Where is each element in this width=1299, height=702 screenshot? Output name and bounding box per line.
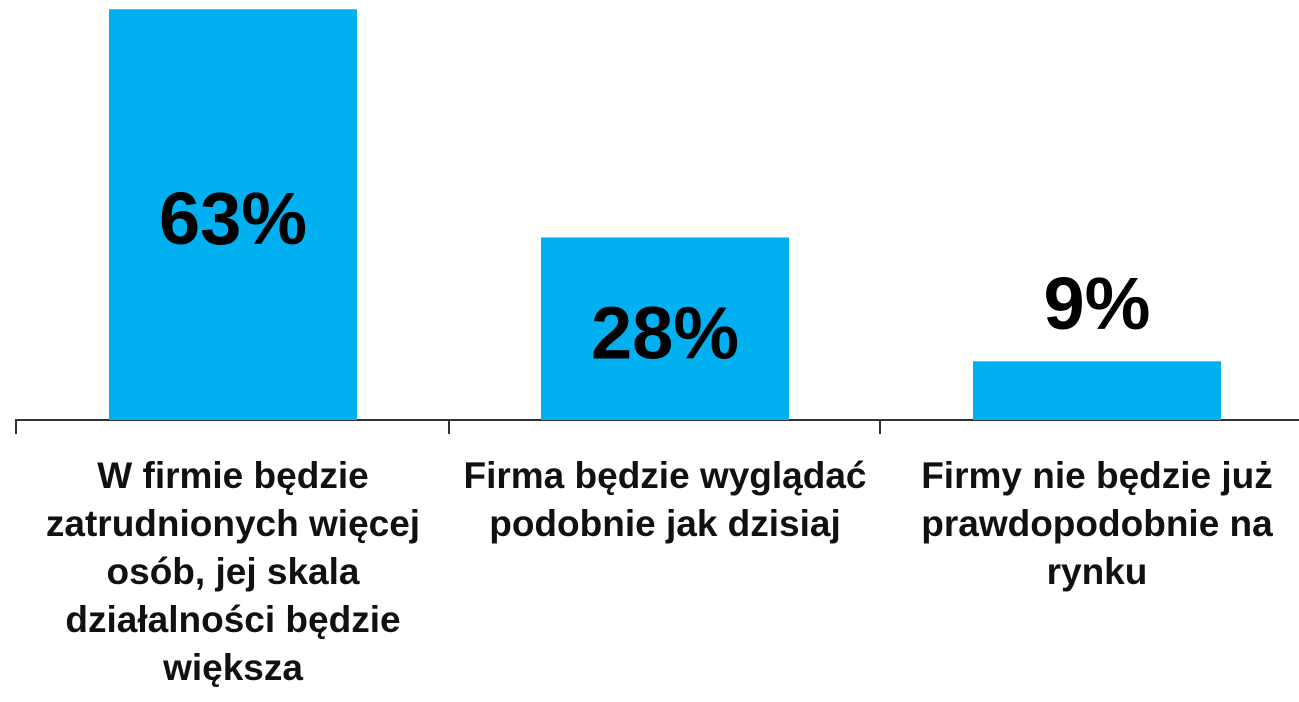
value-label: 63% — [159, 177, 307, 260]
x-tick-label: Firmy nie będzie już prawdopodobnie na r… — [921, 455, 1273, 592]
x-tick-label: W firmie będzie zatrudnionych więcej osó… — [45, 455, 421, 688]
bar — [109, 9, 357, 421]
bar — [973, 361, 1221, 420]
bar — [541, 237, 789, 420]
value-label: 9% — [1044, 262, 1151, 345]
value-label: 28% — [591, 291, 739, 374]
x-tick-label: Firma będzie wyglądać podobnie jak dzisi… — [463, 455, 867, 544]
